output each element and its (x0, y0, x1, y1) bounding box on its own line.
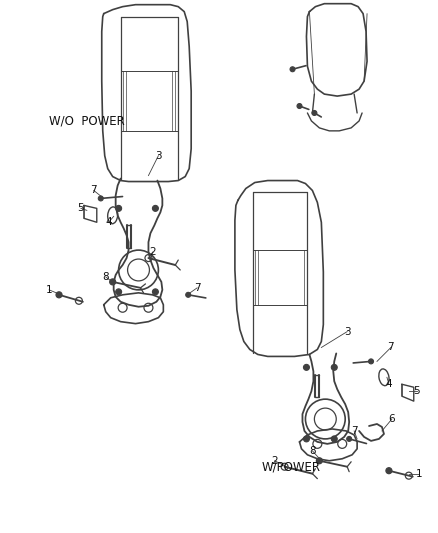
Circle shape (312, 110, 317, 116)
Text: 2: 2 (149, 247, 156, 257)
Circle shape (316, 458, 322, 464)
Circle shape (152, 205, 159, 212)
Text: 4: 4 (106, 217, 112, 227)
Circle shape (290, 67, 295, 72)
Circle shape (331, 436, 337, 442)
Text: 8: 8 (102, 272, 109, 282)
Circle shape (98, 196, 103, 201)
Text: W/O  POWER: W/O POWER (49, 115, 125, 127)
Text: 1: 1 (46, 285, 53, 295)
Circle shape (304, 436, 309, 442)
Text: 8: 8 (309, 446, 316, 456)
Text: 5: 5 (413, 386, 420, 396)
Text: 5: 5 (78, 204, 84, 213)
Text: W/POWER: W/POWER (262, 460, 321, 473)
Text: 7: 7 (351, 426, 357, 436)
Text: 3: 3 (344, 327, 350, 336)
Text: 7: 7 (388, 343, 394, 352)
Text: 2: 2 (271, 456, 278, 466)
Circle shape (368, 359, 374, 364)
Circle shape (186, 292, 191, 297)
Circle shape (331, 365, 337, 370)
Circle shape (116, 289, 122, 295)
Text: 7: 7 (194, 283, 201, 293)
Circle shape (386, 468, 392, 474)
Text: 3: 3 (155, 151, 162, 161)
Circle shape (116, 205, 122, 212)
Circle shape (110, 279, 116, 285)
Circle shape (347, 437, 352, 441)
Circle shape (152, 289, 159, 295)
Circle shape (56, 292, 62, 298)
Circle shape (297, 103, 302, 109)
Text: 4: 4 (385, 379, 392, 389)
Text: 6: 6 (389, 414, 395, 424)
Text: 1: 1 (415, 469, 422, 479)
Circle shape (304, 365, 309, 370)
Text: 7: 7 (91, 185, 97, 196)
